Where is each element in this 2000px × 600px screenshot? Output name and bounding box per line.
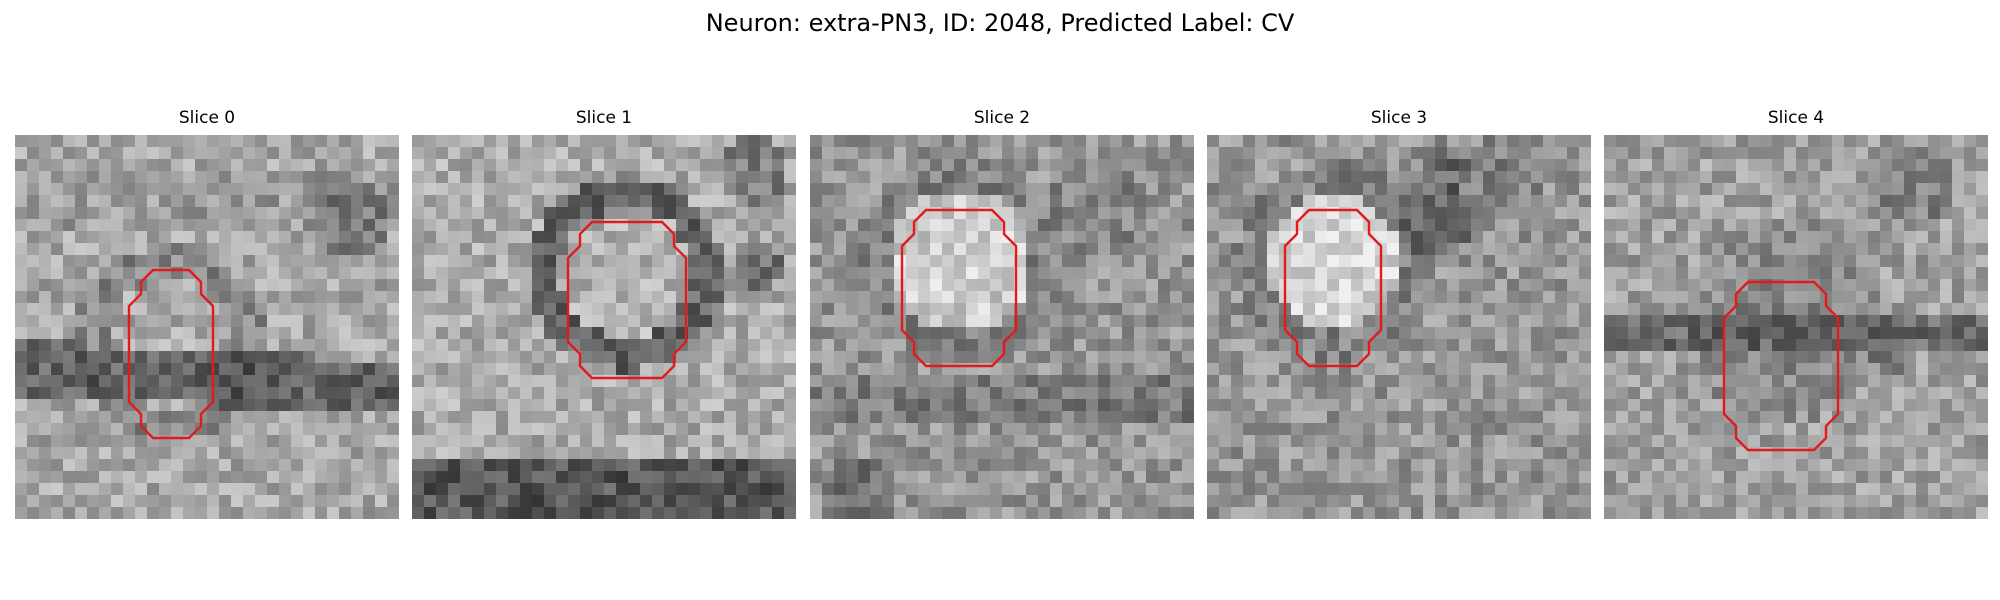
slice-image-0 [15, 135, 399, 519]
slice-panel-1: Slice 1 [412, 108, 796, 519]
roi-contour [1722, 280, 1840, 452]
slice-title: Slice 1 [575, 108, 633, 128]
roi-contour [900, 208, 1018, 368]
slice-panel-4: Slice 4 [1604, 108, 1988, 519]
figure-title: Neuron: extra-PN3, ID: 2048, Predicted L… [705, 9, 1295, 37]
roi-contour [1283, 208, 1383, 368]
slice-title: Slice 0 [178, 108, 236, 128]
roi-contour [566, 220, 688, 380]
slice-image-2 [810, 135, 1194, 519]
slice-title: Slice 3 [1370, 108, 1428, 128]
slice-title: Slice 2 [973, 108, 1031, 128]
slice-title: Slice 4 [1767, 108, 1825, 128]
slice-image-3 [1207, 135, 1591, 519]
slice-panel-3: Slice 3 [1207, 108, 1591, 519]
slice-image-4 [1604, 135, 1988, 519]
slice-image-1 [412, 135, 796, 519]
slice-panel-0: Slice 0 [15, 108, 399, 519]
roi-contour [127, 268, 215, 440]
slice-panel-2: Slice 2 [810, 108, 1194, 519]
